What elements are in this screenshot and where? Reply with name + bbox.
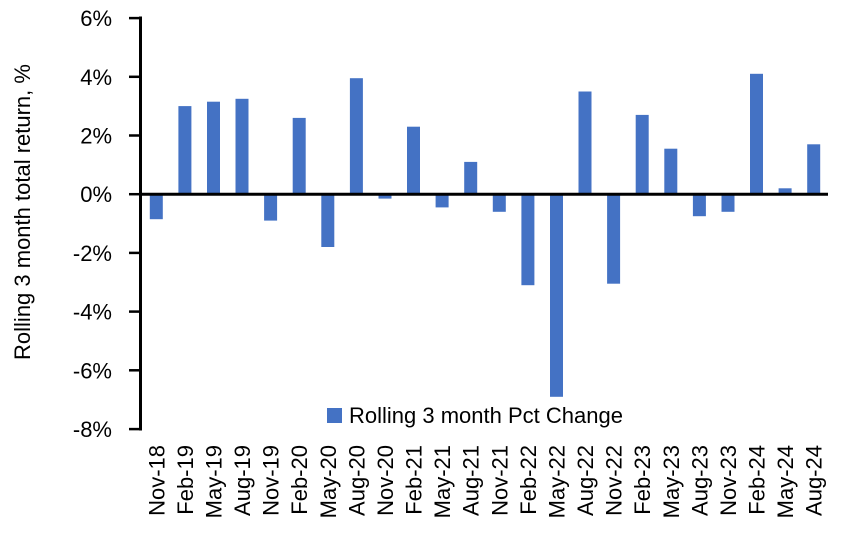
bar-may-23	[664, 148, 678, 195]
x-label-may-22: May-22	[545, 445, 570, 518]
bar-aug-19	[235, 98, 249, 195]
bar-aug-22	[578, 91, 592, 195]
y-tick-label-4: 4%	[80, 65, 112, 90]
bar-may-21	[435, 194, 449, 208]
bar-nov-22	[607, 194, 621, 284]
x-label-may-19: May-19	[202, 445, 227, 518]
y-tick-label--2: -2%	[73, 241, 112, 266]
x-label-aug-23: Aug-23	[687, 445, 712, 516]
x-label-nov-18: Nov-18	[144, 445, 169, 516]
bar-feb-23	[635, 114, 649, 195]
legend: Rolling 3 month Pct Change	[327, 403, 623, 428]
bar-feb-21	[407, 126, 420, 195]
x-label-feb-21: Feb-21	[402, 445, 427, 515]
x-label-nov-19: Nov-19	[259, 445, 284, 516]
bar-nov-20	[378, 194, 392, 199]
bar-aug-23	[692, 194, 706, 217]
bar-feb-19	[178, 106, 192, 195]
bar-aug-20	[349, 78, 363, 195]
x-label-aug-21: Aug-21	[459, 445, 484, 516]
bar-feb-22	[521, 194, 535, 286]
x-label-aug-19: Aug-19	[230, 445, 255, 516]
legend-label: Rolling 3 month Pct Change	[349, 403, 623, 428]
bars-layer	[149, 73, 821, 397]
bar-may-19	[207, 101, 220, 195]
legend-swatch	[327, 408, 342, 423]
x-label-feb-23: Feb-23	[630, 445, 655, 515]
bar-nov-21	[492, 194, 506, 212]
y-tick-label--4: -4%	[73, 300, 112, 325]
x-label-nov-23: Nov-23	[716, 445, 741, 516]
y-tick-label-0: 0%	[80, 182, 112, 207]
y-tick-label-2: 2%	[80, 124, 112, 149]
bar-nov-19	[264, 194, 278, 221]
x-label-feb-19: Feb-19	[173, 445, 198, 515]
y-tick-label--8: -8%	[73, 417, 112, 442]
bar-nov-23	[721, 194, 735, 212]
bar-may-24	[778, 188, 792, 195]
y-tick-labels: 6% 4% 2% 0% -2% -4% -6% -8%	[73, 6, 112, 442]
bar-may-22	[550, 194, 563, 397]
bar-feb-20	[292, 117, 306, 195]
y-axis-title: Rolling 3 month total return, %	[10, 64, 35, 360]
x-label-feb-20: Feb-20	[287, 445, 312, 515]
x-label-aug-22: Aug-22	[573, 445, 598, 516]
y-tick-label--6: -6%	[73, 358, 112, 383]
x-label-nov-22: Nov-22	[602, 445, 627, 516]
bar-nov-18	[149, 194, 163, 220]
x-label-feb-24: Feb-24	[745, 445, 770, 515]
y-tick-label-6: 6%	[80, 6, 112, 31]
x-label-feb-22: Feb-22	[516, 445, 541, 515]
x-label-aug-24: Aug-24	[802, 445, 827, 516]
bar-aug-21	[464, 161, 478, 195]
x-label-nov-21: Nov-21	[487, 445, 512, 516]
bar-aug-24	[807, 144, 821, 195]
x-label-may-20: May-20	[316, 445, 341, 518]
axes-layer	[129, 16, 828, 431]
x-tick-labels: Nov-18 Feb-19 May-19 Aug-19 Nov-19 Feb-20 May-…	[144, 445, 826, 518]
x-label-may-21: May-21	[430, 445, 455, 518]
x-label-may-24: May-24	[773, 445, 798, 518]
x-label-aug-20: Aug-20	[344, 445, 369, 516]
x-label-may-23: May-23	[659, 445, 684, 518]
bar-may-20	[321, 194, 335, 247]
bar-feb-24	[750, 73, 763, 195]
x-label-nov-20: Nov-20	[373, 445, 398, 516]
